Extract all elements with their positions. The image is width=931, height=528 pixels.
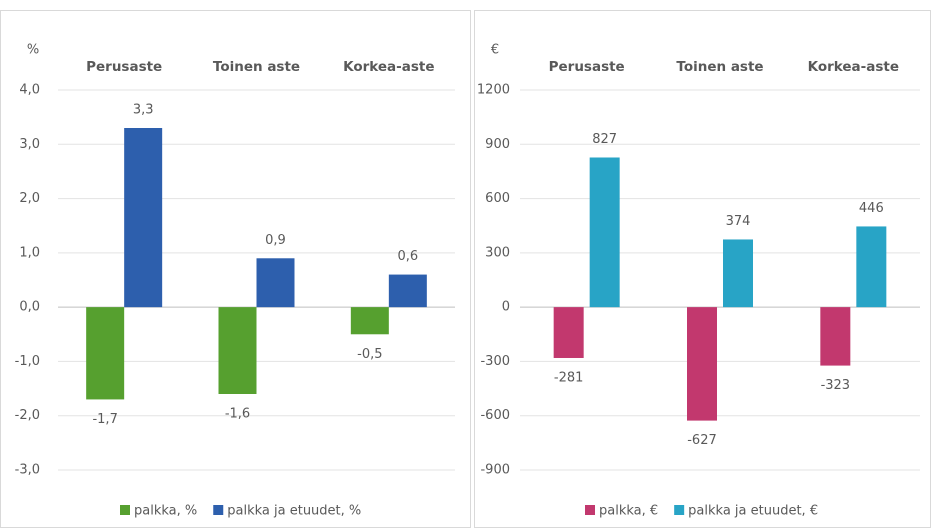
bar	[589, 157, 620, 308]
value-label: 0,6	[397, 249, 418, 264]
bar	[124, 128, 163, 308]
y-tick-label: 900	[485, 137, 510, 152]
bar	[388, 274, 427, 308]
y-tick-label: 300	[485, 245, 510, 260]
panel-frame	[0, 10, 471, 528]
legend-swatch	[213, 505, 224, 515]
y-tick-label: 1,0	[19, 245, 40, 260]
y-axis-label: %	[27, 43, 39, 58]
bar	[553, 307, 584, 358]
bar	[86, 307, 125, 400]
value-label: 827	[592, 132, 617, 147]
category-label: Toinen aste	[676, 59, 763, 75]
y-tick-label: -600	[480, 408, 510, 423]
y-tick-label: 600	[485, 191, 510, 206]
legend-label: palkka ja etuudet, %	[227, 504, 361, 519]
value-label: -323	[821, 378, 851, 393]
bar	[350, 307, 389, 335]
bar	[820, 307, 851, 366]
category-label: Toinen aste	[213, 59, 300, 75]
legend-swatch	[120, 505, 130, 515]
value-label: 446	[859, 201, 884, 216]
y-tick-label: 3,0	[19, 137, 40, 152]
value-label: 0,9	[265, 233, 286, 248]
value-label: -627	[687, 433, 717, 448]
bar	[218, 307, 257, 394]
value-label: 3,3	[133, 103, 154, 118]
legend-label: palkka ja etuudet, €	[688, 504, 818, 519]
bar	[687, 307, 717, 421]
y-tick-label: -1,0	[15, 354, 40, 369]
legend-swatch	[674, 505, 685, 515]
legend-label: palkka, €	[599, 504, 658, 519]
legend-label: palkka, %	[134, 504, 197, 519]
y-tick-label: -3,0	[15, 463, 40, 478]
value-label: -281	[554, 370, 584, 385]
value-label: -1,6	[225, 407, 250, 422]
category-label: Perusaste	[549, 59, 625, 75]
y-tick-label: -2,0	[15, 408, 40, 423]
bar	[256, 258, 295, 308]
category-label: Perusaste	[86, 59, 162, 75]
category-label: Korkea-aste	[808, 59, 899, 75]
y-tick-label: 0,0	[19, 300, 40, 315]
y-tick-label: -900	[480, 463, 510, 478]
value-label: 374	[726, 214, 751, 229]
legend-swatch	[585, 505, 595, 515]
y-tick-label: 0	[502, 300, 510, 315]
y-tick-label: -300	[480, 354, 510, 369]
bar	[723, 239, 753, 308]
value-label: -0,5	[357, 347, 382, 362]
y-tick-label: 2,0	[19, 191, 40, 206]
y-axis-label: €	[491, 43, 499, 58]
y-tick-label: 4,0	[19, 83, 40, 98]
category-label: Korkea-aste	[343, 59, 434, 75]
value-label: -1,7	[92, 412, 117, 427]
bar	[856, 226, 887, 308]
y-tick-label: 1200	[477, 83, 510, 98]
